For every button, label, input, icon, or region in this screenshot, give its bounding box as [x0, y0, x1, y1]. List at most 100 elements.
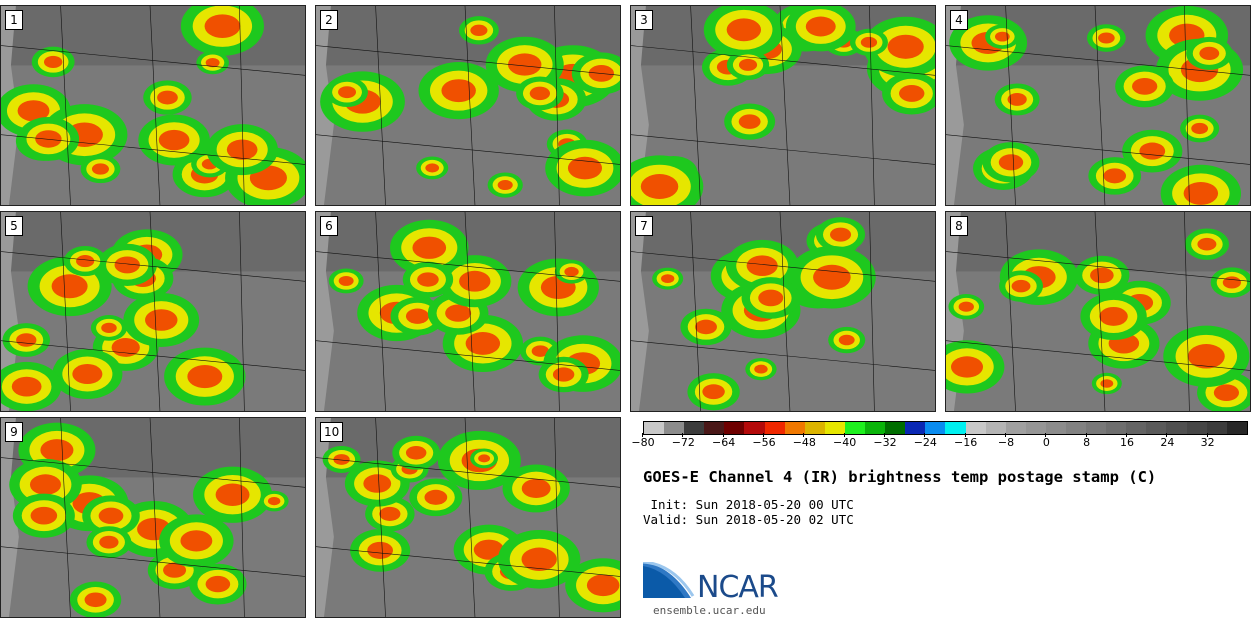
cloud-blob: [470, 448, 499, 469]
cloud-blob: [1184, 228, 1229, 260]
cloud-blob: [1091, 372, 1122, 395]
cloud-blob: [788, 246, 876, 309]
valid-time: Valid: Sun 2018-05-20 02 UTC: [643, 512, 854, 527]
colorbar-segment: [865, 422, 886, 434]
panel-label: 4: [950, 10, 968, 30]
cloud-blob: [82, 495, 140, 537]
colorbar-segment: [804, 422, 825, 434]
cloud-blob: [52, 349, 123, 399]
colorbar-segment: [925, 422, 946, 434]
map-panel-5: 5: [0, 211, 306, 412]
site-url: ensemble.ucar.edu: [653, 604, 766, 617]
cloud-blob: [409, 478, 463, 517]
cloud-blob: [12, 493, 75, 538]
cloud-blob: [785, 6, 856, 52]
colorbar-segment: [1005, 422, 1026, 434]
colorbar-segment: [764, 422, 785, 434]
map-panel-6: 6: [315, 211, 621, 412]
colorbar-segment: [1126, 422, 1147, 434]
cloud-blob: [143, 80, 192, 115]
cloud-blob: [164, 347, 246, 406]
cloud-blob: [1074, 255, 1130, 295]
ir-map: [1, 6, 305, 205]
cloud-blob: [1122, 129, 1183, 173]
colorbar-segment: [1025, 422, 1046, 434]
cloud-blob: [328, 268, 364, 294]
cloud-blob: [999, 270, 1043, 302]
colorbar-tick-label: 24: [1147, 433, 1187, 449]
cloud-blob: [724, 103, 776, 140]
colorbar-segment: [1106, 422, 1127, 434]
cloud-blob: [745, 357, 777, 381]
colorbar-segment: [1166, 422, 1187, 434]
cloud-blob: [402, 261, 454, 298]
colorbar-segment: [945, 422, 966, 434]
cloud-blob: [545, 139, 620, 197]
panel-label: 1: [5, 10, 23, 30]
cloud-blob: [946, 340, 1005, 394]
cloud-blob: [849, 28, 888, 56]
cloud-blob: [180, 6, 264, 56]
colorbar-tick-label: −16: [946, 433, 986, 449]
colorbar-segment: [744, 422, 765, 434]
map-panel-9: 9: [0, 417, 306, 618]
colorbar-segment: [1086, 422, 1107, 434]
cloud-blob: [97, 243, 157, 287]
cloud-blob: [1, 361, 62, 411]
cloud-blob: [69, 581, 122, 617]
cloud-blob: [863, 16, 935, 77]
cloud-blob: [487, 172, 523, 198]
cloud-blob: [815, 217, 866, 253]
cloud-blob: [418, 62, 499, 120]
cloud-blob: [438, 255, 512, 308]
cloud-blob: [1210, 267, 1250, 298]
cloud-blob: [565, 558, 620, 613]
cloud-blob: [828, 326, 866, 354]
ncar-logo-icon: [643, 562, 695, 598]
cloud-blob: [1160, 164, 1242, 205]
cloud-blob: [516, 76, 564, 111]
colorbar-tick-label: −40: [825, 433, 865, 449]
colorbar-segment: [684, 422, 705, 434]
cloud-blob: [994, 83, 1040, 116]
cloud-blob: [416, 156, 449, 180]
cloud-blob: [138, 114, 210, 166]
cloud-blob: [982, 142, 1040, 183]
colorbar-segment: [844, 422, 866, 434]
colorbar-segment: [664, 422, 685, 434]
ir-map: [1, 418, 305, 617]
cloud-blob: [1115, 65, 1175, 108]
colorbar-ticks: −80 −72 −64 −56 −48 −40 −32 −24 −16 −8 0 8 16 24 32: [631, 433, 1248, 456]
ir-map: [631, 6, 935, 205]
panel-label: 9: [5, 422, 23, 442]
cloud-blob: [350, 529, 411, 572]
panel-label: 2: [320, 10, 338, 30]
colorbar-segment: [1045, 422, 1066, 434]
cloud-blob: [259, 490, 289, 512]
panel-label: 10: [320, 422, 344, 442]
map-panel-2: 2: [315, 5, 621, 206]
colorbar-tick-label: −72: [663, 433, 703, 449]
colorbar-segment: [1146, 422, 1167, 434]
colorbar-segment: [644, 422, 665, 434]
map-panel-8: 8: [945, 211, 1251, 412]
cloud-blob: [322, 445, 361, 473]
colorbar-segment: [905, 422, 926, 434]
init-time: Init: Sun 2018-05-20 00 UTC: [643, 497, 854, 512]
map-panel-4: 4: [945, 5, 1251, 206]
ir-map: [316, 6, 620, 205]
panel-label: 8: [950, 216, 968, 236]
panel-label: 5: [5, 216, 23, 236]
cloud-blob: [86, 526, 132, 559]
cloud-blob: [189, 563, 247, 605]
colorbar-segment: [1226, 422, 1247, 434]
colorbar-tick-label: 16: [1107, 433, 1147, 449]
cloud-blob: [159, 514, 234, 568]
cloud-blob: [80, 154, 121, 184]
cloud-blob: [741, 277, 800, 319]
colorbar-tick-label: 8: [1067, 433, 1107, 449]
panel-label: 3: [635, 10, 653, 30]
ir-map: [316, 418, 620, 617]
cloud-blob: [1186, 36, 1233, 70]
cloud-blob: [90, 314, 128, 341]
